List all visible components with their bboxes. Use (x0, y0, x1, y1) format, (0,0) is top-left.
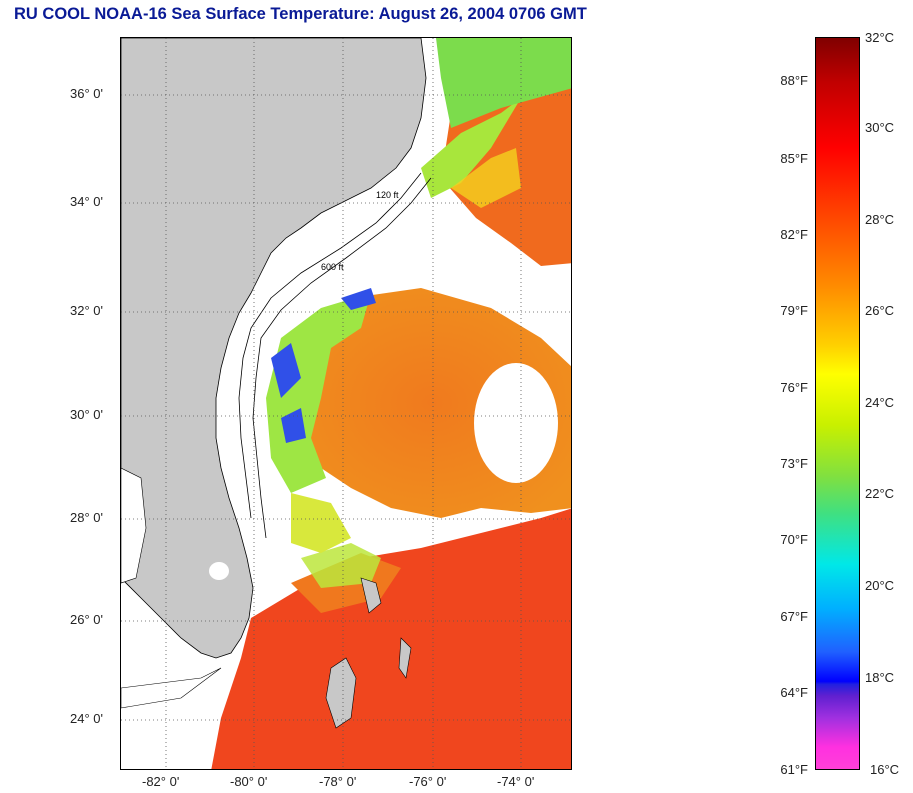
temperature-colorbar (815, 37, 860, 770)
central-cloud-patch (474, 363, 558, 483)
isobath-120ft (238, 172, 422, 519)
gulf-lowlands (121, 467, 147, 584)
c-label-22: 22°C (865, 486, 895, 501)
bahamas-cool-patch (301, 543, 381, 588)
us-southeast-land (121, 38, 427, 659)
lat-label-32: 32° 0' (70, 303, 103, 318)
sst-map: 120 ft 600 ft (120, 37, 572, 770)
f-label-73: 73°F (780, 456, 808, 471)
lat-label-36: 36° 0' (70, 86, 103, 101)
c-label-26: 26°C (865, 303, 895, 318)
gulf-stream-yellow (291, 493, 351, 553)
f-label-67: 67°F (780, 609, 808, 624)
florida-keys (121, 667, 222, 709)
c-label-30: 30°C (865, 120, 895, 135)
lat-label-26: 26° 0' (70, 612, 103, 627)
northeast-cool-strip (436, 38, 571, 128)
lon-label-80: -80° 0' (230, 774, 268, 789)
bahamas-island-andros (325, 657, 357, 729)
isobath-label-120: 120 ft (376, 190, 399, 200)
f-label-85: 85°F (780, 151, 808, 166)
lon-label-74: -74° 0' (497, 774, 535, 789)
lat-label-28: 28° 0' (70, 510, 103, 525)
c-label-20: 20°C (865, 578, 895, 593)
lake-okeechobee (209, 562, 229, 580)
f-label-61: 61°F (780, 762, 808, 777)
southern-warm-water (211, 508, 571, 769)
bahamas-island-eleuthera (398, 637, 412, 679)
map-title: RU COOL NOAA-16 Sea Surface Temperature:… (14, 5, 587, 23)
lat-label-34: 34° 0' (70, 194, 103, 209)
c-label-28: 28°C (865, 212, 895, 227)
isobath-label-600: 600 ft (321, 262, 344, 272)
c-label-24: 24°C (865, 395, 895, 410)
lat-label-30: 30° 0' (70, 407, 103, 422)
bahamas-island-abaco (360, 577, 382, 614)
f-label-76: 76°F (780, 380, 808, 395)
c-label-18: 18°C (865, 670, 895, 685)
isobath-600ft (252, 177, 432, 539)
lon-label-76: -76° 0' (409, 774, 447, 789)
c-label-32: 32°C (865, 30, 895, 45)
c-label-16: 16°C (870, 762, 900, 777)
northeast-yellow-band (451, 148, 521, 208)
lon-label-78: -78° 0' (319, 774, 357, 789)
f-label-82: 82°F (780, 227, 808, 242)
f-label-64: 64°F (780, 685, 808, 700)
central-cool-ring (266, 293, 371, 493)
lon-label-82: -82° 0' (142, 774, 180, 789)
f-label-79: 79°F (780, 303, 808, 318)
central-blue-patches (271, 288, 376, 443)
f-label-70: 70°F (780, 532, 808, 547)
northeast-green-band (421, 98, 521, 198)
graticule (121, 38, 571, 769)
f-label-88: 88°F (780, 73, 808, 88)
lat-label-24: 24° 0' (70, 711, 103, 726)
